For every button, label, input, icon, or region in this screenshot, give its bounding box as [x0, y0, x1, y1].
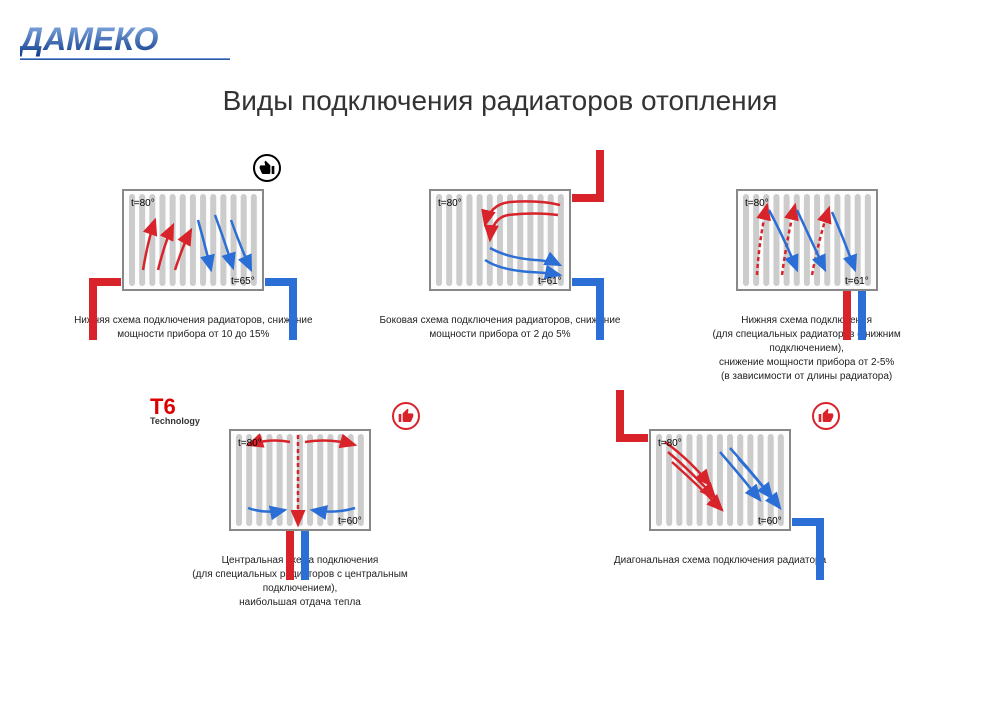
- page-title: Виды подключения радиаторов отопления: [0, 85, 1000, 117]
- svg-text:t=80°: t=80°: [131, 198, 155, 209]
- svg-text:t=60°: t=60°: [338, 516, 362, 527]
- svg-text:t=80°: t=80°: [658, 438, 682, 449]
- radiator-diagram: t=80° t=60° T6Technology: [190, 400, 410, 540]
- svg-text:t=80°: t=80°: [745, 198, 769, 209]
- t6-logo: T6Technology: [150, 394, 200, 426]
- scheme-diagonal: t=80° t=60° Диагональная схема подключен…: [610, 400, 830, 610]
- svg-text:t=61°: t=61°: [845, 276, 869, 287]
- scheme-bottom-special: t=80° t=61° Нижняя схема подключения(для…: [677, 160, 937, 384]
- schemes-row-1: t=80° t=65° Нижняя схема подключения рад…: [0, 160, 1000, 384]
- svg-text:t=80°: t=80°: [238, 438, 262, 449]
- svg-text:t=60°: t=60°: [758, 516, 782, 527]
- svg-text:t=61°: t=61°: [538, 276, 562, 287]
- svg-text:t=80°: t=80°: [438, 198, 462, 209]
- svg-text:t=65°: t=65°: [231, 276, 255, 287]
- radiator-diagram: t=80° t=60°: [610, 400, 830, 540]
- scheme-central: t=80° t=60° T6TechnologyЦентральная схем…: [170, 400, 430, 610]
- scheme-side: t=80° t=61° Боковая схема подключения ра…: [370, 160, 630, 384]
- logo-text: ДАМЕКО: [20, 21, 158, 57]
- logo: ДАМЕКО: [20, 18, 230, 62]
- radiator-diagram: t=80° t=61°: [390, 160, 610, 300]
- radiator-diagram: t=80° t=65°: [83, 160, 303, 300]
- schemes-row-2: t=80° t=60° T6TechnologyЦентральная схем…: [0, 400, 1000, 610]
- radiator-diagram: t=80° t=61°: [697, 160, 917, 300]
- scheme-bottom: t=80° t=65° Нижняя схема подключения рад…: [63, 160, 323, 384]
- thumbs-up-icon: [392, 402, 420, 430]
- thumbs-up-icon: [812, 402, 840, 430]
